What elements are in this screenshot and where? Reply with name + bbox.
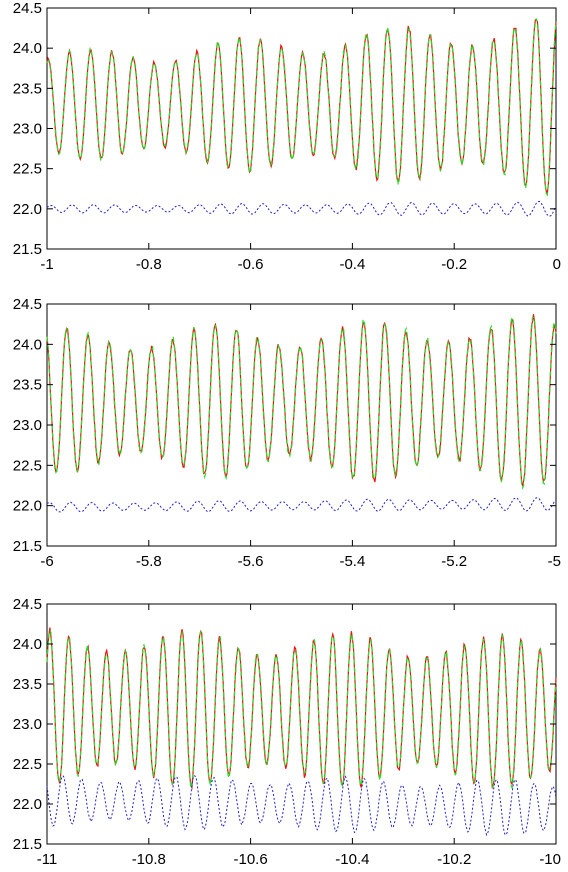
x-tick-label: -10.6 xyxy=(233,851,267,868)
series-line-2 xyxy=(46,628,557,790)
plot-frame xyxy=(46,603,557,845)
x-tick-label: -0.2 xyxy=(441,256,467,273)
x-tick-label: -0.8 xyxy=(136,256,162,273)
y-tick-label: 23.5 xyxy=(13,377,42,394)
x-tick-label: 0 xyxy=(553,256,561,273)
y-tick-label: 21.5 xyxy=(13,538,42,555)
x-tick-label: -5.2 xyxy=(441,553,467,570)
y-tick-label: 22.0 xyxy=(13,201,42,218)
y-tick-label: 21.5 xyxy=(13,836,42,853)
x-tick-label: -10 xyxy=(539,851,561,868)
y-tick-label: 23.5 xyxy=(13,80,42,97)
series-line-2 xyxy=(46,18,557,197)
chart-panel-2: 21.5 22.0 22.5 23.0 23.5 24.0 24.5 -6 -5.8 -5.6 -5… xyxy=(13,296,561,570)
x-tick-label: -0.4 xyxy=(339,256,365,273)
x-tick-label: -10.8 xyxy=(132,851,166,868)
y-tick-label: 21.5 xyxy=(13,241,42,258)
series-line-1 xyxy=(46,627,557,790)
x-tick-label: -5.6 xyxy=(238,553,264,570)
chart-panel-3: 21.5 22.0 22.5 23.0 23.5 24.0 24.5 -11 -10.8 -10.… xyxy=(13,596,561,868)
y-tick-label: 24.5 xyxy=(13,0,42,17)
series-line-2 xyxy=(46,316,557,491)
y-tick-label: 23.0 xyxy=(13,417,42,434)
y-tick-label: 24.0 xyxy=(13,336,42,353)
series-line-3 xyxy=(46,497,557,513)
y-tick-label: 22.5 xyxy=(13,457,42,474)
y-tick-label: 22.0 xyxy=(13,498,42,515)
y-tick-label: 23.5 xyxy=(13,676,42,693)
x-tick-label: -5.8 xyxy=(136,553,162,570)
y-tick-label: 22.5 xyxy=(13,161,42,178)
y-tick-label: 22.0 xyxy=(13,796,42,813)
y-tick-label: 24.0 xyxy=(13,636,42,653)
x-tick-label: -1 xyxy=(40,256,53,273)
y-tick-label: 23.0 xyxy=(13,716,42,733)
y-tick-label: 23.0 xyxy=(13,121,42,138)
x-tick-label: -6 xyxy=(40,553,53,570)
x-tick-label: -5.4 xyxy=(339,553,365,570)
series-line-3 xyxy=(46,775,557,837)
y-tick-label: 24.5 xyxy=(13,596,42,613)
x-tick-label: -11 xyxy=(37,851,58,868)
chart-panel-1: 21.5 22.0 22.5 23.0 23.5 24.0 24.5 -1 -0.8 -0.6 -0… xyxy=(13,0,561,273)
x-tick-label: -0.6 xyxy=(238,256,264,273)
y-tick-label: 24.5 xyxy=(13,296,42,313)
y-tick-label: 22.5 xyxy=(13,756,42,773)
x-tick-label: -5 xyxy=(548,553,561,570)
series-line-3 xyxy=(46,200,557,217)
x-tick-label: -10.2 xyxy=(437,851,471,868)
series-line-1 xyxy=(46,18,557,196)
x-tick-label: -10.4 xyxy=(335,851,369,868)
series-line-1 xyxy=(46,314,557,488)
y-tick-label: 24.0 xyxy=(13,40,42,57)
plot-frame xyxy=(46,7,557,250)
